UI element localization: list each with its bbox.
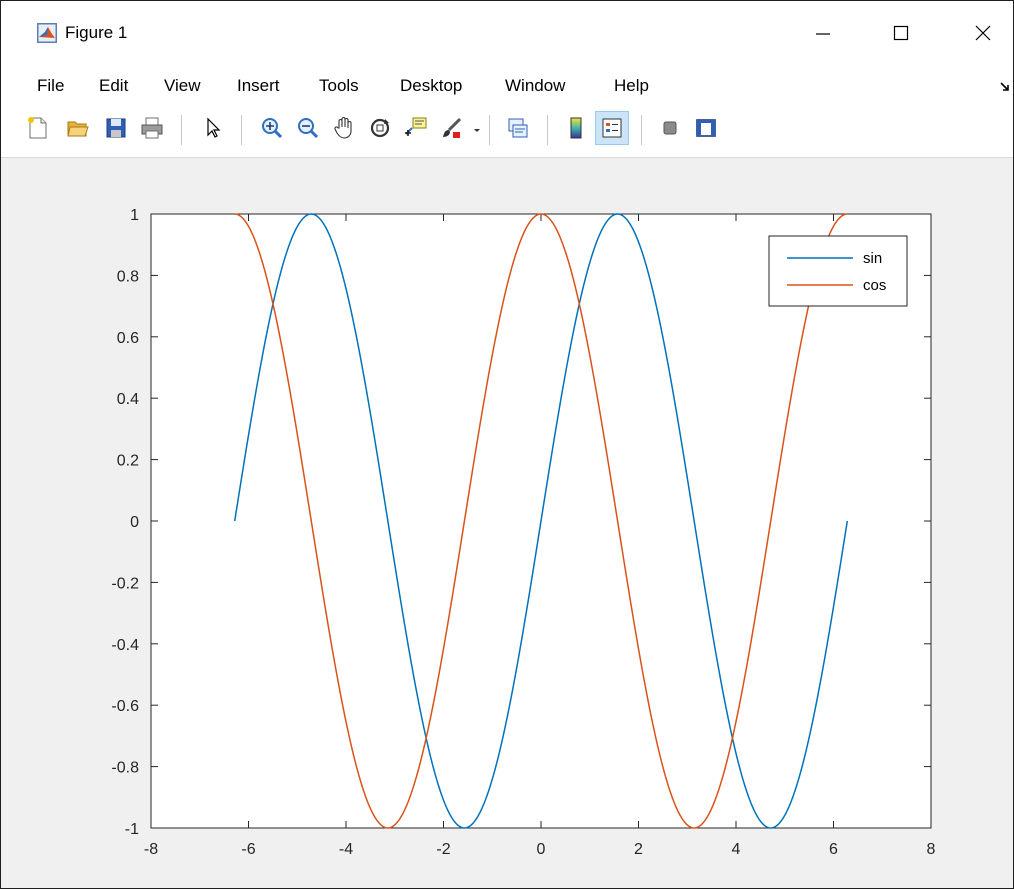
rotate-3d-button[interactable] <box>363 111 397 145</box>
menu-window[interactable]: Window <box>505 76 566 95</box>
pan-button[interactable] <box>327 111 361 145</box>
legend[interactable]: sin cos <box>768 235 908 307</box>
x-tick-label: 6 <box>829 841 838 858</box>
dock-arrow-icon[interactable] <box>999 81 1011 93</box>
legend-cos-label: cos <box>863 277 886 294</box>
menu-view[interactable]: View <box>164 76 201 95</box>
y-tick-label: 0.6 <box>117 330 139 347</box>
new-figure-button[interactable] <box>21 111 55 145</box>
data-cursor-button[interactable] <box>399 111 433 145</box>
save-button[interactable] <box>99 111 133 145</box>
x-tick-label: 4 <box>732 841 741 858</box>
show-plot-tools-icon <box>696 119 716 137</box>
toolbar-separator <box>241 115 242 145</box>
maximize-button[interactable] <box>871 11 931 55</box>
maximize-icon <box>893 25 909 41</box>
y-tick-label: 0.4 <box>117 391 139 408</box>
window-title: Figure 1 <box>65 23 128 42</box>
cos-series-line <box>234 213 848 829</box>
brush-dropdown-button[interactable] <box>471 123 483 135</box>
x-tick-label: -8 <box>144 841 158 858</box>
zoom-in-icon <box>262 118 283 139</box>
minimize-button[interactable] <box>793 11 853 55</box>
legend-box <box>768 235 908 307</box>
zoom-out-button[interactable] <box>291 111 325 145</box>
rotate-3d-icon <box>370 118 390 138</box>
minimize-icon <box>816 33 830 35</box>
figure-toolbar <box>1 103 1013 158</box>
y-tick-label: -0.6 <box>111 698 139 715</box>
insert-colorbar-button[interactable] <box>559 111 593 145</box>
data-cursor-icon <box>405 117 427 136</box>
sin-series-line <box>233 213 849 829</box>
brush-dropdown-icon <box>474 129 480 132</box>
insert-colorbar-icon <box>570 117 582 139</box>
toolbar-separator <box>641 115 642 145</box>
toolbar-separator <box>547 115 548 145</box>
toolbar-separator <box>181 115 182 145</box>
brush-icon <box>443 117 462 138</box>
y-tick-label: -1 <box>125 821 139 838</box>
y-tick-label: 1 <box>130 207 139 224</box>
legend-sin-label: sin <box>863 250 882 267</box>
print-icon <box>141 117 163 139</box>
y-tick-label: -0.4 <box>111 637 139 654</box>
x-tick-label: -6 <box>241 841 255 858</box>
menu-insert[interactable]: Insert <box>237 76 280 95</box>
plot-svg: -8 -6 -4 -2 0 2 4 6 8 -1 -0.8 -0.6 -0.4 -0.2 0 0.2 0.4 0… <box>111 207 936 858</box>
hide-plot-tools-button[interactable] <box>653 111 687 145</box>
matlab-logo-icon <box>37 23 57 43</box>
menu-file[interactable]: File <box>37 76 65 95</box>
pan-icon <box>334 117 352 139</box>
open-file-icon <box>67 121 89 137</box>
zoom-in-button[interactable] <box>255 111 289 145</box>
x-tick-label: 2 <box>634 841 643 858</box>
x-axis: -8 -6 -4 -2 0 2 4 6 8 <box>144 214 936 858</box>
close-icon <box>975 25 991 41</box>
y-tick-label: 0 <box>130 514 139 531</box>
link-plot-icon <box>508 118 528 138</box>
menu-tools[interactable]: Tools <box>319 76 359 95</box>
menu-edit[interactable]: Edit <box>99 76 129 95</box>
menu-desktop[interactable]: Desktop <box>400 76 463 95</box>
print-button[interactable] <box>135 111 169 145</box>
x-tick-label: -2 <box>436 841 450 858</box>
close-button[interactable] <box>953 11 1013 55</box>
insert-legend-button[interactable] <box>595 111 629 145</box>
save-icon <box>106 118 126 138</box>
zoom-out-icon <box>298 118 319 139</box>
pointer-icon <box>207 117 221 138</box>
insert-legend-icon <box>602 118 622 138</box>
y-tick-label: -0.8 <box>111 760 139 777</box>
figure-canvas: -8 -6 -4 -2 0 2 4 6 8 -1 -0.8 -0.6 -0.4 -0.2 0 0.2 0.4 0… <box>1 158 1013 888</box>
y-tick-label: -0.2 <box>111 575 139 592</box>
hide-plot-tools-icon <box>663 121 677 135</box>
open-file-button[interactable] <box>61 111 95 145</box>
new-figure-icon <box>28 117 47 139</box>
title-bar: Figure 1 <box>1 1 1013 67</box>
x-tick-label: 8 <box>927 841 936 858</box>
y-axis: -1 -0.8 -0.6 -0.4 -0.2 0 0.2 0.4 0.6 0.8 1 <box>111 207 931 838</box>
brush-button[interactable] <box>435 111 469 145</box>
x-tick-label: 0 <box>537 841 546 858</box>
show-plot-tools-button[interactable] <box>689 111 723 145</box>
edit-plot-button[interactable] <box>197 111 231 145</box>
menu-bar: File Edit View Insert Tools Desktop Wind… <box>1 67 1013 103</box>
plot-lines <box>233 213 849 829</box>
x-tick-label: -4 <box>339 841 353 858</box>
y-tick-label: 0.8 <box>117 268 139 285</box>
y-tick-label: 0.2 <box>117 453 139 470</box>
menu-help[interactable]: Help <box>614 76 649 95</box>
toolbar-separator <box>489 115 490 145</box>
link-plot-button[interactable] <box>501 111 535 145</box>
